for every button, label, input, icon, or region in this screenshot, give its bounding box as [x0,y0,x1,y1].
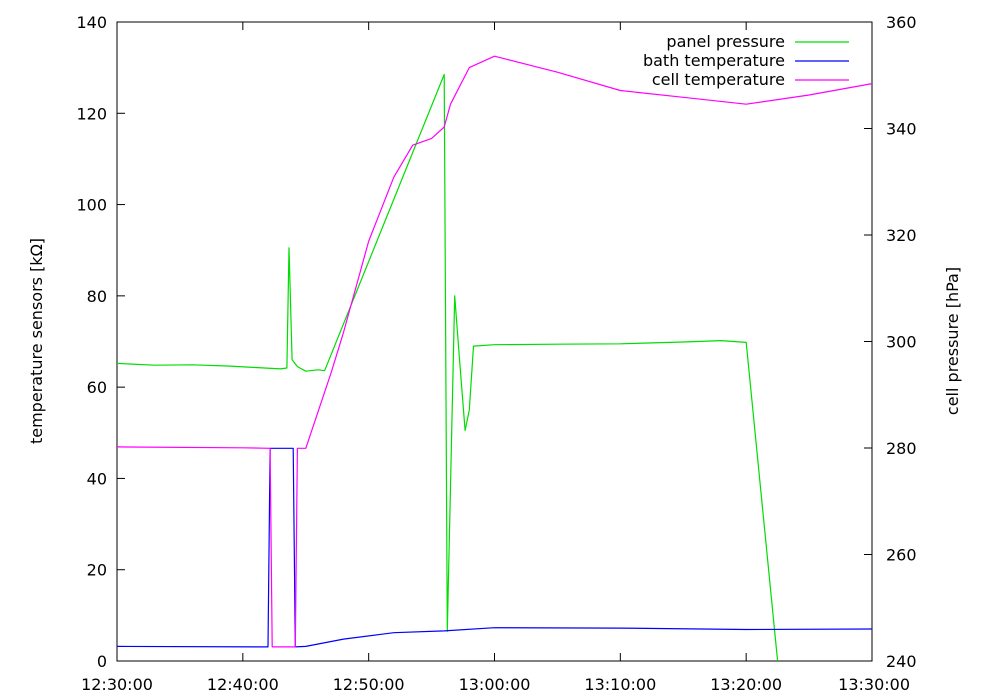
series-line-bath-temperature [116,447,873,648]
y-left-tick-label: 20 [87,561,107,580]
y-left-tick-label: 40 [87,469,107,488]
x-tick-label: 12:30:00 [81,675,153,694]
left-axis: 0 20 40 60 80 100 120 140 [76,13,125,671]
series-line-panel-pressure [116,73,779,662]
legend-label: panel pressure [666,32,785,51]
y-axis-right-title: cell pressure [hPa] [943,267,962,415]
y-left-tick-label: 80 [87,287,107,306]
x-tick-label: 12:40:00 [207,675,279,694]
y-left-tick-label: 60 [87,378,107,397]
plot-frame [116,21,873,662]
y-right-tick-label: 360 [886,13,917,32]
y-left-tick-label: 0 [97,652,107,671]
y-right-tick-label: 280 [886,439,917,458]
x-tick-label: 13:20:00 [710,675,782,694]
y-left-tick-label: 100 [76,196,107,215]
x-tick-label: 13:30:00 [838,675,910,694]
legend-label: bath temperature [643,51,785,70]
y-right-tick-label: 240 [886,652,917,671]
y-left-tick-label: 120 [76,104,107,123]
x-tick-label: 13:10:00 [584,675,656,694]
x-tick-label: 12:50:00 [333,675,405,694]
y-right-tick-label: 320 [886,226,917,245]
y-axis-left-title: temperature sensors [kΩ] [27,238,46,444]
y-right-tick-label: 300 [886,333,917,352]
right-axis: 240 260 280 300 320 340 360 [864,13,917,671]
legend-label: cell temperature [652,70,785,89]
y-right-tick-label: 340 [886,120,917,139]
x-axis: 12:30:00 12:40:00 12:50:00 13:00:00 13:10:00… [81,22,910,694]
series-line-cell-temperature [116,55,873,648]
y-right-tick-label: 260 [886,546,917,565]
y-left-tick-label: 140 [76,13,107,32]
series-layer [116,55,873,662]
x-tick-label: 13:00:00 [459,675,531,694]
